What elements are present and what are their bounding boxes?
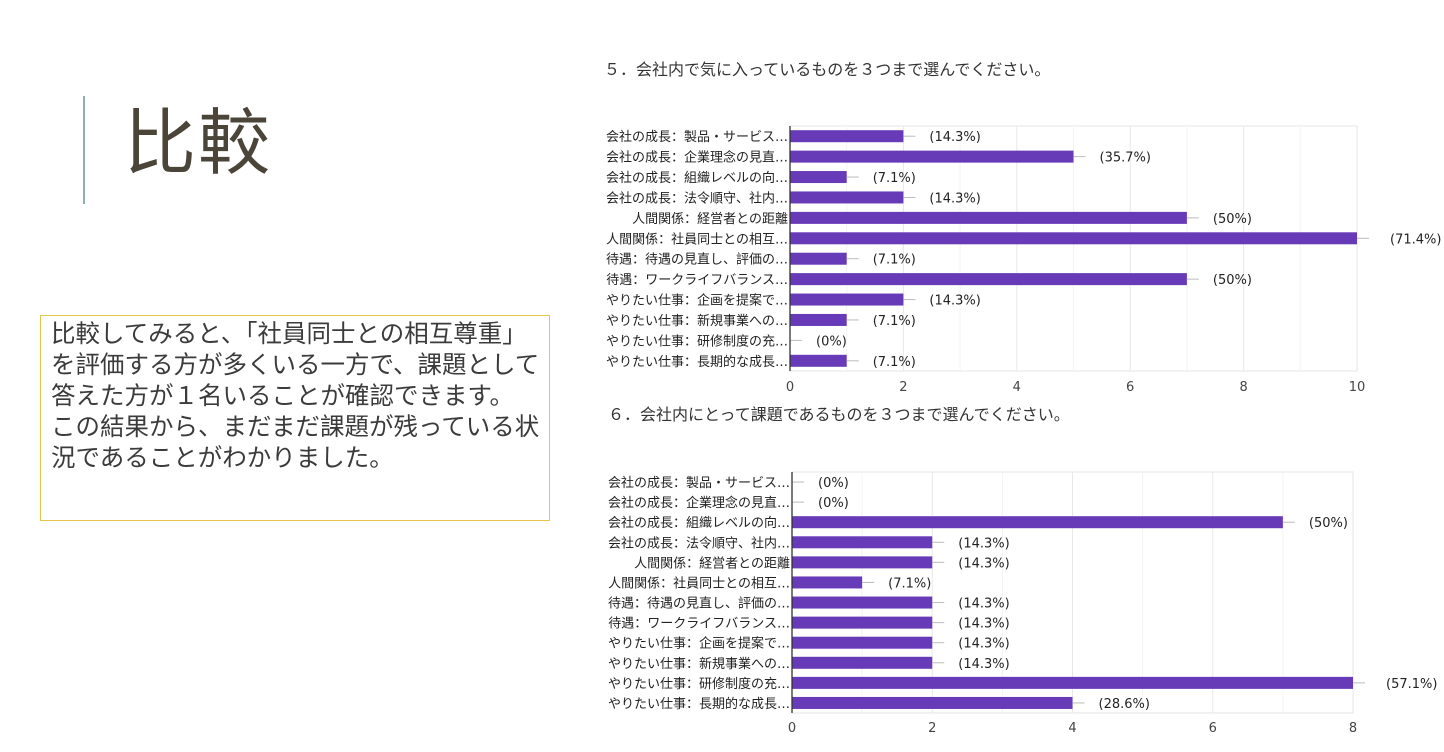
category-label: 待遇：待遇の見直し、評価の… xyxy=(606,253,788,268)
data-label: (7.1%) xyxy=(873,314,916,329)
category-label: やりたい仕事：企画を提案で… xyxy=(606,293,788,309)
category-label: やりたい仕事：研修制度の充… xyxy=(606,333,788,349)
category-label: 会社の成長：組織レベルの向… xyxy=(606,170,788,186)
bar xyxy=(790,232,1357,245)
data-label: (0%) xyxy=(816,334,847,349)
bar xyxy=(790,252,847,265)
category-label: 人間関係：社員同士との相互… xyxy=(606,231,788,247)
bar xyxy=(792,676,1353,689)
category-label: 会社の成長：組織レベルの向… xyxy=(608,515,790,531)
bar xyxy=(790,191,904,204)
bar xyxy=(790,273,1187,286)
data-label: (14.3%) xyxy=(958,536,1009,551)
data-label: (0%) xyxy=(818,476,849,491)
data-label: (14.3%) xyxy=(958,617,1009,632)
x-tick-label: 0 xyxy=(786,380,794,395)
bar xyxy=(790,313,847,326)
category-label: 待遇：ワークライフバランス… xyxy=(606,273,788,288)
data-label: (14.3%) xyxy=(958,597,1009,612)
data-label: (50%) xyxy=(1309,516,1348,531)
category-label: 人間関係：経営者との距離 xyxy=(632,212,788,227)
x-tick-label: 6 xyxy=(1126,380,1134,395)
data-label: (35.7%) xyxy=(1100,151,1151,166)
data-label: (50%) xyxy=(1213,212,1252,227)
category-label: 会社の成長：製品・サービス… xyxy=(608,475,790,491)
category-label: やりたい仕事：研修制度の充… xyxy=(608,676,790,692)
category-label: やりたい仕事：長期的な成長… xyxy=(608,696,790,712)
data-label: (7.1%) xyxy=(888,576,931,591)
category-label: 会社の成長：法令順守、社内… xyxy=(608,535,790,551)
bar xyxy=(792,696,1073,709)
data-label: (71.4%) xyxy=(1390,232,1441,247)
category-label: やりたい仕事：企画を提案で… xyxy=(608,636,790,652)
x-tick-label: 6 xyxy=(1209,721,1217,736)
x-tick-label: 4 xyxy=(1068,721,1076,736)
category-label: 会社の成長：企業理念の見直… xyxy=(608,495,790,511)
category-label: 会社の成長：製品・サービス… xyxy=(606,129,788,145)
category-label: 待遇：ワークライフバランス… xyxy=(608,617,790,632)
x-tick-label: 2 xyxy=(928,721,936,736)
data-label: (14.3%) xyxy=(958,657,1009,672)
bar xyxy=(790,171,847,184)
bar xyxy=(790,130,904,143)
bar xyxy=(792,636,933,649)
slide-title: 比較 xyxy=(124,101,273,185)
data-label: (14.3%) xyxy=(958,637,1009,652)
bar xyxy=(792,556,933,569)
data-label: (50%) xyxy=(1213,273,1252,288)
bar xyxy=(792,656,933,669)
plot-frame xyxy=(791,471,1354,714)
category-label: やりたい仕事：新規事業への… xyxy=(608,656,790,672)
summary-note: 比較してみると、「社員同士との相互尊重」を評価する方が多くいる一方で、課題として… xyxy=(40,315,550,521)
data-label: (7.1%) xyxy=(873,253,916,268)
bar xyxy=(792,596,933,609)
data-label: (14.3%) xyxy=(929,191,980,206)
category-label: 待遇：待遇の見直し、評価の… xyxy=(608,597,790,612)
x-tick-label: 0 xyxy=(788,721,796,736)
x-tick-label: 4 xyxy=(1013,380,1021,395)
bar xyxy=(790,354,847,367)
bar xyxy=(790,293,904,306)
category-label: 会社の成長：企業理念の見直… xyxy=(606,150,788,166)
category-label: やりたい仕事：長期的な成長… xyxy=(606,354,788,370)
bar xyxy=(792,616,933,629)
title-accent-line xyxy=(83,96,85,204)
data-label: (14.3%) xyxy=(958,556,1009,571)
data-label: (7.1%) xyxy=(873,171,916,186)
bar xyxy=(792,576,863,589)
data-label: (57.1%) xyxy=(1386,677,1437,692)
bar xyxy=(792,536,933,549)
category-label: 人間関係：社員同士との相互… xyxy=(608,575,790,591)
chart-title-q6: ６．会社内にとって課題であるものを３つまで選んでください。 xyxy=(608,405,1070,424)
data-label: (7.1%) xyxy=(873,355,916,370)
data-label: (14.3%) xyxy=(929,130,980,145)
x-tick-label: 2 xyxy=(899,380,907,395)
x-tick-label: 8 xyxy=(1349,721,1357,736)
x-tick-label: 8 xyxy=(1239,380,1247,395)
plot-frame xyxy=(789,125,1358,372)
x-tick-label: 10 xyxy=(1349,380,1366,395)
chart-title-q5: ５．会社内で気に入っているものを３つまで選んでください。 xyxy=(604,60,1051,79)
category-label: 会社の成長：法令順守、社内… xyxy=(606,190,788,206)
data-label: (0%) xyxy=(818,496,849,511)
bar xyxy=(790,211,1187,224)
bar xyxy=(792,516,1283,529)
category-label: やりたい仕事：新規事業への… xyxy=(606,313,788,329)
data-label: (14.3%) xyxy=(929,294,980,309)
bar xyxy=(790,150,1074,163)
data-label: (28.6%) xyxy=(1099,697,1150,712)
category-label: 人間関係：経営者との距離 xyxy=(634,556,790,571)
